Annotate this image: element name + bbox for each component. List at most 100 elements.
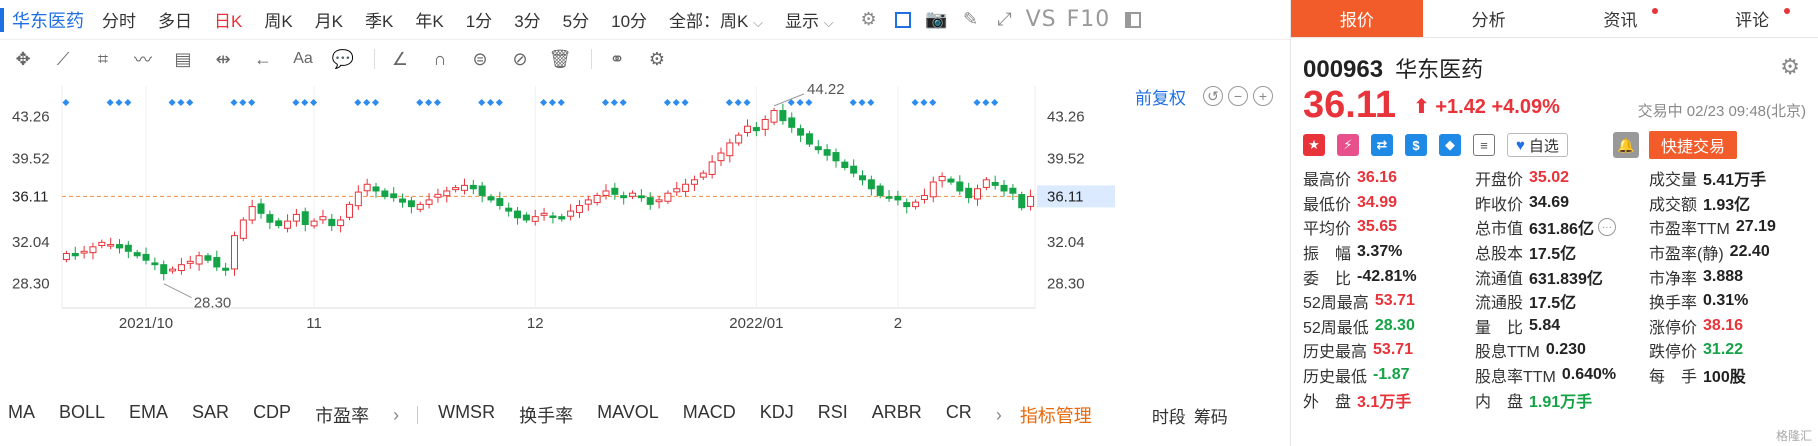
add-favorite-button[interactable]: ♥ 自选 [1507, 133, 1568, 157]
link-icon[interactable]: ⚭ [609, 48, 625, 69]
panel-tabs: 报价 分析 资讯 评论 [1291, 0, 1818, 38]
move-icon[interactable]: ✥ [15, 48, 31, 69]
trash-icon[interactable]: 🗑 [548, 48, 572, 69]
connect-badge-icon[interactable]: ⇄ [1371, 134, 1393, 156]
panel-tab[interactable]: 评论 [1686, 0, 1818, 37]
stock-title[interactable]: 华东医药 [12, 10, 84, 31]
chips-button[interactable]: 筹码 [1193, 407, 1228, 427]
stat-cell: 历史最低 -1.87 [1291, 363, 1469, 387]
indicator-item[interactable]: MAVOL [597, 402, 659, 422]
more-icon[interactable]: ··· [1597, 218, 1616, 237]
timeframe-tab[interactable]: 日K [214, 12, 243, 31]
camera-icon[interactable]: 📷 [925, 9, 948, 29]
timeframe-tab[interactable]: 5分 [562, 12, 590, 31]
timeframe-tab[interactable]: 10分 [611, 12, 648, 31]
indicator-item[interactable]: BOLL [59, 402, 106, 422]
stat-label: 跌停价 [1649, 344, 1698, 362]
polyline-tool-icon[interactable]: ⌗ [97, 48, 109, 69]
gear-icon[interactable]: ⚙ [1780, 54, 1800, 79]
stat-value: 28.30 [1374, 316, 1415, 334]
wave-tool-icon[interactable]: 〰 [134, 50, 152, 70]
lock-drawings-icon[interactable]: ⊜ [472, 48, 488, 69]
stat-row: 振 幅 3.37% 总股本 17.5亿 市盈率(静) 22.40 [1291, 240, 1818, 265]
event-marker [495, 98, 503, 107]
chevron-right-icon[interactable]: › [393, 404, 400, 425]
stat-cell: 外 盘 3.1万手 [1291, 388, 1469, 412]
timeframe-tab[interactable]: 1分 [465, 12, 493, 31]
timeframe-tab[interactable]: 月K [314, 12, 344, 31]
indicator-item[interactable]: RSI [817, 402, 848, 422]
margin-badge-icon[interactable]: ⚡ [1337, 134, 1359, 156]
zoom-in-icon[interactable]: + [1253, 86, 1273, 106]
bell-icon[interactable]: 🔔 [1613, 132, 1639, 158]
indicator-item[interactable]: EMA [129, 402, 169, 422]
notes-badge-icon[interactable]: ≡ [1473, 134, 1495, 156]
timeframe-tab[interactable]: 分时 [102, 12, 136, 31]
stat-value: 17.5亿 [1529, 295, 1577, 313]
settings-icon[interactable]: ⚙ [860, 9, 877, 29]
indicator-item[interactable]: WMSR [438, 402, 496, 422]
range-tool-icon[interactable]: ⇹ [215, 48, 231, 69]
indicator-item[interactable]: KDJ [759, 402, 794, 422]
indicator-item[interactable]: MA [8, 402, 35, 422]
candle-body [885, 196, 893, 199]
candle-body [213, 257, 221, 268]
timeframe-tab[interactable]: 年K [415, 12, 444, 31]
text-tool-icon[interactable]: Aa [293, 50, 313, 67]
panel-tab[interactable]: 报价 [1291, 0, 1423, 37]
indicator-item[interactable]: 换手率 [519, 406, 574, 426]
timeframe-tab[interactable]: 周K [264, 12, 293, 31]
candle-body [531, 216, 539, 222]
event-marker [540, 98, 548, 107]
chevron-right-icon[interactable]: › [995, 404, 1002, 425]
stat-value: 1.93亿 [1703, 196, 1751, 214]
stat-value: 53.71 [1373, 341, 1414, 359]
fullscreen-icon[interactable]: ⤢ [997, 9, 1012, 29]
indicator-item[interactable]: ARBR [871, 402, 922, 422]
line-tool-icon[interactable]: ⟋ [56, 48, 70, 69]
timeframe-tab[interactable]: 季K [365, 12, 394, 31]
indicator-item[interactable]: MACD [682, 402, 736, 422]
kline-chart-svg[interactable]: 2021/10 11 12 2022/01 2 43.26 43.26 39.52 39.52 3… [0, 78, 1290, 388]
indicator-item[interactable]: CR [945, 402, 972, 422]
timeframe-tab[interactable]: 多日 [158, 12, 192, 31]
session-button[interactable]: 时段 [1151, 407, 1186, 427]
event-marker [230, 98, 238, 107]
settings-icon[interactable]: ⚙ [648, 48, 666, 69]
y-tick-label-left: 43.26 [12, 109, 50, 126]
magnet-icon[interactable]: ∩ [433, 48, 447, 69]
reset-zoom-icon[interactable]: ↺ [1203, 86, 1223, 106]
tag-badge-icon[interactable]: ◆ [1439, 134, 1461, 156]
price-adjust-button[interactable]: 前复权 [1135, 89, 1186, 108]
display-select[interactable]: 显示 ⌵ [785, 7, 834, 32]
candle-body [629, 192, 637, 197]
indicator-item[interactable]: 市盈率 [315, 406, 370, 426]
angle-tool-icon[interactable]: ∠ [391, 48, 409, 69]
candle-body [770, 110, 778, 123]
kline-chart[interactable]: 2021/10 11 12 2022/01 2 43.26 43.26 39.52 39.52 3… [0, 78, 1290, 388]
comment-tool-icon[interactable]: 💬 [331, 48, 355, 69]
fib-tool-icon[interactable]: ▤ [174, 48, 192, 69]
stat-row: 委 比 -42.81% 流通值 631.839亿 市净率 3.888 [1291, 264, 1818, 289]
indicator-item[interactable]: CDP [253, 402, 292, 422]
timeframe-list: 分时 多日 日K 周K 月K 季K 年K 1分 3分 5分 10分 [102, 7, 669, 32]
range-select[interactable]: 全部：周K ⌵ [669, 7, 763, 32]
indicator-manage-button[interactable]: 指标管理 [1019, 406, 1092, 426]
stat-label: 开盘价 [1475, 172, 1524, 190]
vs-button[interactable]: VS [1025, 7, 1057, 32]
quick-trade-button[interactable]: 快捷交易 [1649, 131, 1737, 159]
dollar-badge-icon[interactable]: $ [1405, 134, 1427, 156]
panel-tab[interactable]: 分析 [1423, 0, 1555, 37]
sidebar-toggle-icon[interactable] [1120, 7, 1146, 33]
f10-button[interactable]: F10 [1066, 7, 1111, 32]
pen-icon[interactable]: ✎ [963, 9, 979, 29]
stat-label: 内 盘 [1475, 393, 1524, 411]
candle-body [850, 165, 858, 174]
arrow-tool-icon[interactable]: ← [254, 48, 272, 69]
hide-drawings-icon[interactable]: ⊘ [512, 48, 528, 69]
panel-tab[interactable]: 资讯 [1555, 0, 1687, 37]
color-square-icon[interactable] [890, 7, 916, 33]
zoom-out-icon[interactable]: − [1228, 86, 1248, 106]
timeframe-tab[interactable]: 3分 [514, 12, 541, 31]
indicator-item[interactable]: SAR [192, 402, 230, 422]
